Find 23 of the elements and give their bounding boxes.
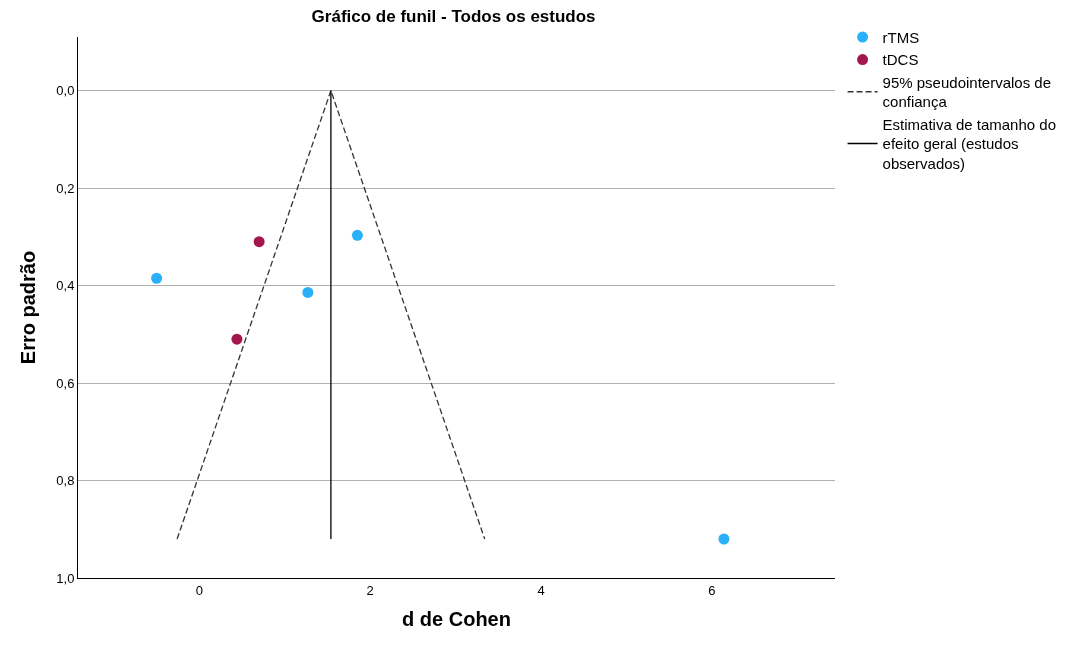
y-axis-title: Erro padrão: [16, 250, 39, 365]
y-tick-label: 0,0: [56, 83, 75, 99]
point: [151, 272, 163, 284]
point: [302, 286, 314, 298]
y-tick-label: 0,4: [56, 278, 75, 294]
y-tick-label: 1,0: [56, 570, 75, 586]
legend-label: rTMS: [882, 28, 920, 46]
y-tick-label: 0,2: [56, 180, 75, 196]
chart-title: Gráfico de funil - Todos os estudos: [311, 6, 596, 26]
point: [231, 333, 243, 345]
x-tick-label: 0: [195, 582, 203, 598]
point: [351, 229, 363, 241]
x-tick-label: 2: [366, 582, 374, 598]
y-tick-label: 0,8: [56, 473, 75, 489]
y-tick-label: 0,6: [56, 375, 75, 391]
legend-label: Estimativa de tamanho do efeito geral (estudos observados): [882, 115, 1057, 172]
point: [253, 236, 265, 248]
legend-label: 95% pseudointervalos de confiança: [882, 73, 1052, 111]
x-tick-label: 4: [537, 582, 545, 598]
legend-label: tDCS: [882, 51, 919, 69]
point: [718, 533, 730, 545]
x-tick-label: 6: [708, 582, 716, 598]
x-axis-title: d de Cohen: [402, 608, 511, 631]
